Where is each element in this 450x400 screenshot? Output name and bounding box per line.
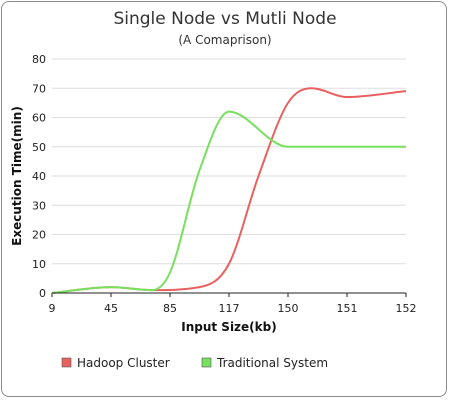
y-tick-label: 0 [39,287,46,300]
legend-item-traditional-system[interactable]: Traditional System [201,356,328,370]
y-axis-tick-labels: 0 10 20 30 40 50 60 70 80 [32,53,46,300]
chart-subtitle: (A Comaprison) [178,33,271,47]
y-tick-label: 30 [32,199,46,212]
series-line-hadoop-cluster [51,87,407,294]
x-tick-label: 151 [337,302,358,315]
x-axis-label: Input Size(kb) [181,320,276,334]
chart-title: Single Node vs Mutli Node [113,9,336,29]
legend-item-hadoop-cluster[interactable]: Hadoop Cluster [61,356,170,370]
legend-label: Hadoop Cluster [77,356,170,370]
legend-swatch [61,357,72,368]
y-tick-label: 10 [32,258,46,271]
x-axis-tick-labels: 9 45 85 117 150 151 152 [49,293,417,315]
y-tick-label: 50 [32,141,46,154]
x-tick-label: 117 [219,302,240,315]
y-tick-label: 70 [32,82,46,95]
y-tick-label: 20 [32,229,46,242]
y-tick-label: 40 [32,170,46,183]
y-tick-label: 60 [32,112,46,125]
x-tick-label: 152 [396,302,417,315]
legend-swatch [201,357,212,368]
x-tick-label: 150 [278,302,299,315]
legend-label: Traditional System [216,356,328,370]
y-tick-label: 80 [32,53,46,66]
x-tick-label: 45 [104,302,118,315]
y-axis-label: Execution Time(min) [10,106,24,246]
x-tick-label: 85 [163,302,177,315]
series-lines [51,87,407,294]
legend: Hadoop Cluster Traditional System [61,356,328,370]
x-tick-label: 9 [49,302,56,315]
gridlines [52,58,406,265]
series-line-traditional-system [51,110,406,294]
